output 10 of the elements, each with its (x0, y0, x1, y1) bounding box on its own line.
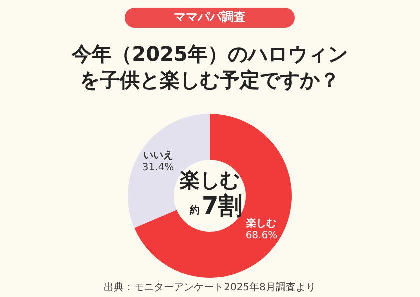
slice-label: 楽しむ (246, 218, 277, 230)
text: 楽しむ (179, 168, 240, 192)
slice-label: いいえ (143, 150, 174, 162)
chart-title: 今年（2025年）のハロウィンを子供と楽しむ予定ですか？ (71, 42, 348, 92)
data-label: 68.6% (246, 230, 278, 242)
text: 約 (189, 204, 200, 216)
chart-subtitle: ママパパ調査 (174, 10, 246, 24)
source-note: 出典：モニターアンケート2025年8月調査より (104, 282, 316, 294)
data-label: 31.4% (142, 162, 174, 174)
text: 7割 (202, 192, 243, 220)
